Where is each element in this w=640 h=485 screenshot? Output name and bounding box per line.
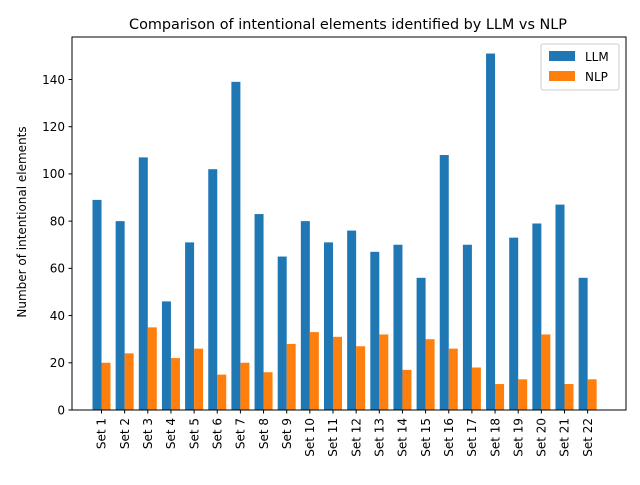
x-tick-label-set-3: Set 3 (141, 418, 155, 449)
bar-llm-set-4 (161, 301, 171, 410)
x-tick-label-set-7: Set 7 (234, 418, 248, 449)
bar-llm-set-11 (324, 242, 333, 410)
bar-nlp-set-1 (101, 362, 111, 410)
bar-llm-set-3 (138, 157, 148, 410)
bar-llm-set-22 (578, 277, 588, 410)
x-tick-label-set-16: Set 16 (442, 418, 456, 457)
y-axis-label: Number of intentional elements (15, 126, 29, 317)
x-tick-label-set-10: Set 10 (303, 418, 317, 457)
x-tick-label-set-1: Set 1 (95, 418, 109, 449)
x-tick-label-set-19: Set 19 (511, 418, 525, 457)
bar-llm-set-12 (347, 230, 357, 410)
bar-llm-set-8 (254, 214, 264, 410)
bar-nlp-set-21 (564, 384, 574, 410)
bar-nlp-set-4 (170, 358, 180, 410)
bar-llm-set-1 (92, 199, 102, 410)
x-tick-label-set-15: Set 15 (419, 418, 433, 457)
x-axis: Set 1 Set 2 Set 3 Set 4 Set 5 Set 6 Set 7 Set 8… (95, 410, 595, 457)
bar-nlp-set-13 (379, 334, 389, 410)
y-tick-label: 20 (50, 356, 65, 370)
bar-nlp-set-19 (518, 379, 528, 410)
bar-llm-set-19 (509, 237, 519, 410)
x-tick-label-set-14: Set 14 (396, 418, 410, 457)
x-tick-label-set-21: Set 21 (558, 418, 572, 457)
bar-nlp-set-14 (402, 369, 412, 410)
bar-llm-set-16 (439, 155, 449, 410)
bar-llm-set-7 (231, 81, 241, 410)
y-tick-label: 120 (42, 120, 65, 134)
bar-nlp-set-12 (356, 346, 366, 410)
bar-nlp-set-2 (124, 353, 134, 410)
legend-swatch-llm (549, 51, 575, 61)
y-tick-label: 100 (42, 167, 65, 181)
bar-nlp-set-3 (147, 327, 157, 410)
bar-llm-set-5 (185, 242, 195, 410)
x-tick-label-set-17: Set 17 (465, 418, 479, 457)
y-tick-label: 0 (57, 403, 65, 417)
bar-nlp-set-7 (240, 362, 250, 410)
bar-nlp-set-17 (471, 367, 481, 410)
legend-label-nlp: NLP (585, 70, 608, 84)
bar-llm-set-9 (277, 256, 287, 410)
x-tick-label-set-5: Set 5 (187, 418, 201, 449)
x-tick-label-set-18: Set 18 (488, 418, 502, 457)
bar-nlp-set-10 (309, 332, 319, 410)
bar-llm-set-17 (462, 244, 472, 410)
legend-label-llm: LLM (585, 50, 609, 64)
bar-nlp-set-8 (263, 372, 273, 410)
plot-frame (71, 36, 627, 411)
bar-nlp-set-11 (333, 336, 342, 410)
y-tick-label: 80 (50, 214, 65, 228)
x-tick-label-set-13: Set 13 (373, 418, 387, 457)
x-tick-label-set-22: Set 22 (581, 418, 595, 457)
bar-llm-set-20 (532, 223, 542, 410)
x-tick-label-set-2: Set 2 (118, 418, 132, 449)
legend: LLM NLP (540, 43, 620, 91)
bars-layer (92, 53, 597, 410)
bar-nlp-set-9 (286, 343, 296, 410)
bar-llm-set-2 (115, 221, 125, 410)
bar-llm-set-21 (555, 204, 565, 410)
y-tick-label: 60 (50, 262, 65, 276)
x-tick-label-set-4: Set 4 (164, 418, 178, 449)
x-tick-label-set-8: Set 8 (257, 418, 271, 449)
bar-nlp-set-20 (541, 334, 551, 410)
bar-llm-set-6 (208, 169, 218, 410)
bar-nlp-set-16 (448, 348, 458, 410)
y-axis: 0 20 40 60 80 100 120 140 (42, 73, 72, 417)
y-tick-label: 40 (50, 309, 65, 323)
chart-title: Comparison of intentional elements ident… (129, 17, 567, 33)
x-tick-label-set-9: Set 9 (280, 418, 294, 449)
x-tick-label-set-12: Set 12 (349, 418, 363, 457)
bar-nlp-set-5 (194, 348, 204, 410)
bar-nlp-set-6 (217, 374, 227, 410)
x-tick-label-set-11: Set 11 (326, 418, 340, 457)
y-tick-label: 140 (42, 73, 65, 87)
x-tick-label-set-6: Set 6 (210, 418, 224, 449)
bar-nlp-set-15 (425, 339, 435, 410)
bar-llm-set-15 (416, 277, 426, 410)
bar-llm-set-10 (300, 221, 310, 410)
bar-llm-set-14 (393, 244, 403, 410)
x-tick-label-set-20: Set 20 (535, 418, 549, 457)
bar-nlp-set-18 (495, 384, 505, 410)
legend-swatch-nlp (549, 71, 575, 81)
bar-llm-set-13 (370, 251, 380, 410)
bar-nlp-set-22 (587, 379, 597, 410)
bar-llm-set-18 (486, 53, 496, 410)
